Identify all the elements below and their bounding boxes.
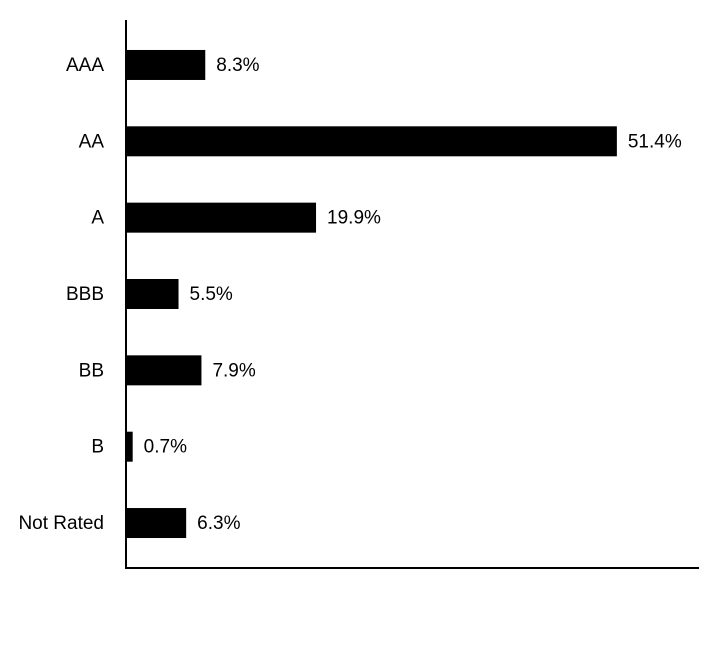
y-tick-label: BB bbox=[79, 360, 104, 381]
y-tick-label: BBB bbox=[66, 284, 104, 305]
value-label: 0.7% bbox=[144, 437, 187, 458]
y-tick-label: AA bbox=[79, 131, 105, 152]
y-tick-label: A bbox=[91, 208, 104, 229]
bar bbox=[126, 355, 202, 386]
value-label: 8.3% bbox=[216, 55, 259, 76]
value-label: 6.3% bbox=[197, 513, 240, 534]
bar bbox=[126, 126, 617, 157]
value-label: 5.5% bbox=[190, 284, 233, 305]
bar bbox=[126, 508, 187, 539]
y-tick-label: Not Rated bbox=[18, 513, 104, 534]
value-label: 7.9% bbox=[212, 360, 255, 381]
y-tick-label: B bbox=[91, 437, 104, 458]
value-label: 19.9% bbox=[327, 208, 381, 229]
y-tick-label: AAA bbox=[66, 55, 104, 76]
bar bbox=[126, 279, 179, 309]
bar bbox=[126, 431, 133, 462]
value-label: 51.4% bbox=[628, 131, 682, 152]
bar bbox=[126, 49, 206, 80]
bar bbox=[126, 202, 317, 233]
